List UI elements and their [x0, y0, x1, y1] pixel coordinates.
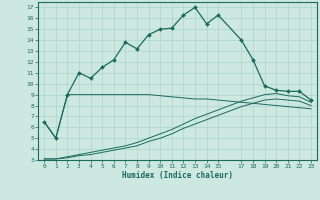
X-axis label: Humidex (Indice chaleur): Humidex (Indice chaleur): [122, 171, 233, 180]
